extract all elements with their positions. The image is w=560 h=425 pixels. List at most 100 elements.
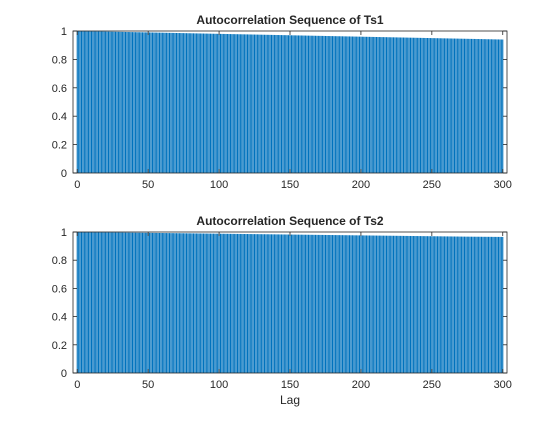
- bar: [353, 235, 355, 373]
- bar: [201, 33, 203, 173]
- bar: [302, 35, 304, 173]
- bar: [161, 32, 163, 174]
- bar: [151, 32, 153, 174]
- bar: [265, 234, 267, 373]
- bar: [231, 34, 233, 173]
- bar: [117, 232, 119, 373]
- bar: [123, 31, 125, 173]
- bar: [185, 33, 188, 173]
- bar: [322, 234, 324, 373]
- bar: [262, 234, 264, 373]
- bar: [105, 31, 107, 173]
- bar: [408, 235, 410, 373]
- bar: [449, 38, 451, 173]
- y-tick-label: 0.4: [52, 312, 67, 324]
- bar: [183, 233, 185, 373]
- bar: [136, 232, 138, 373]
- bar: [86, 232, 88, 373]
- bar: [407, 37, 409, 174]
- x-tick-label: 150: [281, 179, 299, 191]
- bar: [276, 35, 278, 173]
- bar: [394, 37, 396, 173]
- bar: [489, 39, 491, 174]
- bar: [353, 36, 355, 173]
- bar: [452, 38, 454, 173]
- bar: [171, 32, 173, 174]
- bar: [331, 36, 334, 173]
- bar: [459, 236, 461, 373]
- x-tick-label: 200: [352, 179, 370, 191]
- bar: [486, 39, 488, 174]
- bar: [129, 232, 131, 373]
- bar: [289, 234, 291, 373]
- bar: [425, 236, 427, 373]
- bar: [375, 235, 378, 373]
- bar: [258, 34, 260, 173]
- bar: [292, 234, 294, 373]
- bar: [299, 234, 301, 373]
- bar: [246, 234, 249, 373]
- bar: [343, 36, 345, 174]
- bar: [114, 232, 117, 373]
- bar: [208, 33, 210, 173]
- bar: [82, 31, 84, 173]
- bar: [316, 35, 318, 173]
- bar: [300, 234, 302, 373]
- bar: [452, 236, 454, 373]
- bar: [164, 233, 166, 373]
- bar: [266, 34, 268, 174]
- bar: [309, 234, 311, 373]
- bar: [100, 232, 102, 373]
- bar: [436, 38, 439, 174]
- bar: [79, 232, 81, 373]
- bar: [76, 232, 78, 373]
- x-tick-label: 300: [494, 379, 512, 391]
- bar: [79, 31, 81, 174]
- bar: [340, 235, 342, 373]
- bar: [451, 38, 453, 173]
- bar: [320, 234, 322, 373]
- bar: [385, 37, 388, 173]
- bar: [370, 36, 372, 173]
- bar: [438, 38, 440, 173]
- bar: [236, 34, 239, 174]
- bar: [432, 236, 434, 373]
- bar: [347, 235, 349, 373]
- bar: [295, 35, 297, 174]
- bar: [245, 34, 247, 173]
- bar: [492, 39, 494, 173]
- bar: [124, 232, 127, 373]
- bar: [132, 232, 134, 373]
- bar: [273, 234, 275, 373]
- bar: [285, 35, 287, 173]
- bar: [466, 38, 468, 174]
- bar: [363, 235, 365, 373]
- bar: [360, 235, 362, 373]
- bar: [333, 36, 335, 173]
- bar: [259, 234, 261, 373]
- bar: [366, 235, 368, 373]
- bar: [163, 32, 165, 174]
- bar: [120, 31, 122, 173]
- x-tick-label: 250: [423, 379, 441, 391]
- bar: [439, 38, 441, 173]
- bar: [455, 38, 457, 173]
- bar: [292, 35, 294, 173]
- bar: [444, 236, 446, 373]
- bar: [415, 236, 417, 373]
- bar: [427, 38, 429, 174]
- bar: [217, 33, 219, 174]
- bar: [349, 235, 351, 373]
- bar: [261, 234, 263, 373]
- bar: [436, 236, 439, 373]
- bar: [270, 34, 273, 173]
- bar: [231, 233, 233, 373]
- bar: [205, 233, 207, 373]
- chart-title: Autocorrelation Sequence of Ts1: [196, 13, 383, 27]
- bar: [502, 39, 504, 173]
- bar: [421, 37, 423, 174]
- bar: [163, 233, 165, 373]
- bar: [235, 233, 237, 373]
- bar: [361, 36, 363, 174]
- bar: [296, 234, 298, 373]
